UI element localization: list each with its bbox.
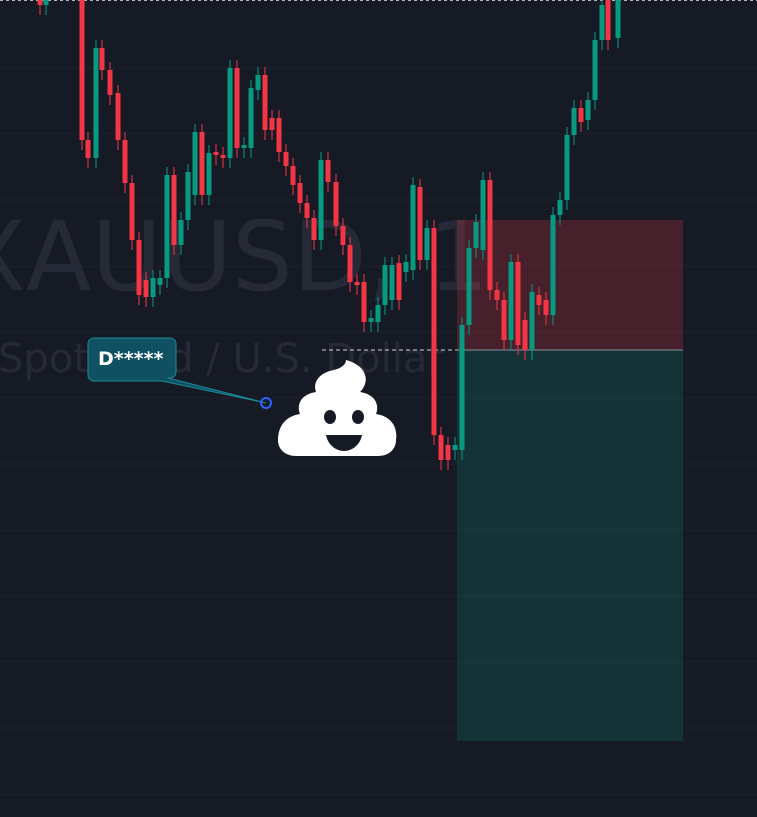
candle-body <box>585 100 591 120</box>
candle-body <box>157 278 163 285</box>
candle-body <box>389 265 395 300</box>
candle-body <box>185 172 191 220</box>
candle-body <box>550 215 556 315</box>
candle-body <box>599 5 605 40</box>
candle-body <box>480 180 486 250</box>
candle-body <box>262 75 268 130</box>
candle-body <box>122 140 128 183</box>
candle-body <box>571 108 577 135</box>
target-zone <box>457 350 683 741</box>
candle-body <box>543 300 549 315</box>
candle-body <box>445 445 451 460</box>
candle-body <box>107 70 113 95</box>
callout-label[interactable]: D***** <box>98 348 164 370</box>
callout-box <box>87 337 267 404</box>
candle-body <box>605 0 611 40</box>
anchor-handle[interactable] <box>260 397 272 409</box>
candle-body <box>501 300 507 340</box>
candle-body <box>564 135 570 200</box>
candle-body <box>304 203 310 218</box>
candle-body <box>347 245 353 282</box>
candle-body <box>318 160 324 240</box>
candle-body <box>361 282 367 322</box>
candle-body <box>164 175 170 278</box>
poop-icon <box>278 360 397 456</box>
candle-body <box>325 160 331 182</box>
candle-body <box>276 118 282 152</box>
candle-body <box>290 166 296 185</box>
candle-body <box>178 220 184 245</box>
symbol-watermark: XAUUSD, 1 <box>0 201 489 313</box>
candle-body <box>459 325 465 450</box>
candle-body <box>192 132 198 195</box>
candle-body <box>417 187 423 260</box>
candle-body <box>333 182 339 226</box>
candle-body <box>248 88 254 148</box>
candle-body <box>79 0 85 140</box>
candle-body <box>227 68 233 158</box>
candle-body <box>403 262 409 272</box>
candle-body <box>375 305 381 322</box>
candle-body <box>150 278 156 297</box>
candle-body <box>85 140 91 158</box>
candle-body <box>508 262 514 340</box>
candle-body <box>213 152 219 155</box>
candle-body <box>431 228 437 435</box>
candle-body <box>522 320 528 350</box>
candle-body <box>487 180 493 290</box>
candle-body <box>43 0 49 5</box>
candle-body <box>241 145 247 148</box>
candle-body <box>557 200 563 215</box>
callout: D***** <box>87 337 272 409</box>
candle-body <box>452 445 458 450</box>
candle-body <box>615 0 621 38</box>
candle-body <box>37 0 43 5</box>
candle-body <box>382 265 388 305</box>
candle-body <box>143 280 149 297</box>
description-watermark: Spot Gold / U.S. Dollar <box>0 336 444 382</box>
candle-body <box>396 263 402 300</box>
candle-body <box>99 48 105 70</box>
candle-body <box>311 218 317 240</box>
candle-body <box>368 318 374 322</box>
candle-body <box>473 222 479 248</box>
candle-body <box>206 153 212 195</box>
stop-zone <box>457 220 683 350</box>
candle-body <box>466 248 472 325</box>
candle-body <box>269 118 275 130</box>
candle-body <box>578 108 584 122</box>
candle-body <box>340 226 346 245</box>
candles <box>37 0 621 470</box>
candle-body <box>297 183 303 203</box>
candle-body <box>424 228 430 260</box>
candle-body <box>354 282 360 285</box>
candle-body <box>592 40 598 100</box>
candle-body <box>129 183 135 240</box>
candle-body <box>283 152 289 166</box>
candle-body <box>536 295 542 305</box>
candle-body <box>115 93 121 140</box>
candle-body <box>93 48 99 158</box>
candle-body <box>220 155 226 158</box>
candle-body <box>255 75 261 90</box>
candle-body <box>529 292 535 350</box>
candle-body <box>410 185 416 270</box>
candle-body <box>171 175 177 245</box>
candle-body <box>438 435 444 460</box>
candle-body <box>136 240 142 295</box>
candle-body <box>199 132 205 195</box>
candle-body <box>494 290 500 300</box>
candle-body <box>234 68 240 148</box>
candle-body <box>515 262 521 345</box>
